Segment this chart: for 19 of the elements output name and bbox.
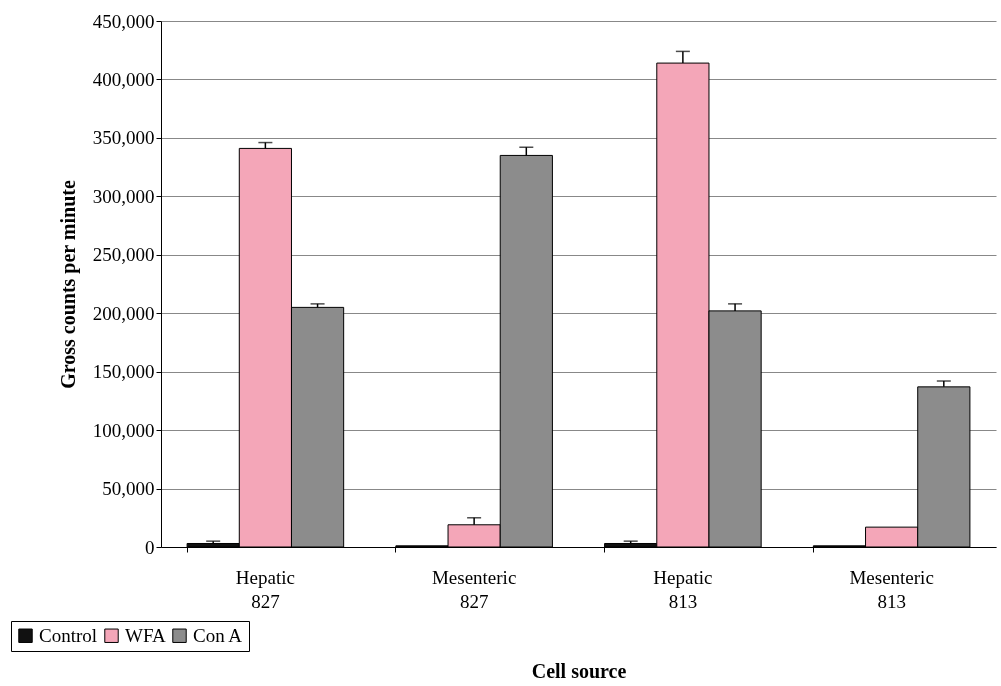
- y-tick-label: 350,000: [92, 127, 155, 149]
- x-tick-label: Hepatic 813: [653, 566, 713, 612]
- y-tick-label: 0: [145, 536, 155, 558]
- y-tick-label: 200,000: [92, 302, 155, 324]
- legend-label: WFA: [125, 624, 167, 646]
- y-tick-label: 100,000: [92, 419, 155, 441]
- y-tick-label: 450,000: [92, 10, 155, 32]
- legend-label: Con A: [193, 624, 243, 646]
- y-tick-label: 50,000: [102, 478, 155, 500]
- y-axis-title: Gross counts per minute: [56, 180, 80, 389]
- x-axis-title: Cell source: [531, 659, 627, 682]
- x-tick-label: Mesenteric 813: [849, 566, 934, 612]
- x-tick-label: Mesenteric 827: [431, 566, 517, 612]
- legend-label: Control: [39, 624, 98, 646]
- y-tick-label: 150,000: [92, 361, 155, 383]
- y-tick-label: 250,000: [92, 244, 155, 266]
- y-tick-label: 300,000: [92, 185, 155, 207]
- y-tick-label: 400,000: [92, 68, 155, 90]
- x-tick-label: Hepatic 827: [235, 566, 295, 612]
